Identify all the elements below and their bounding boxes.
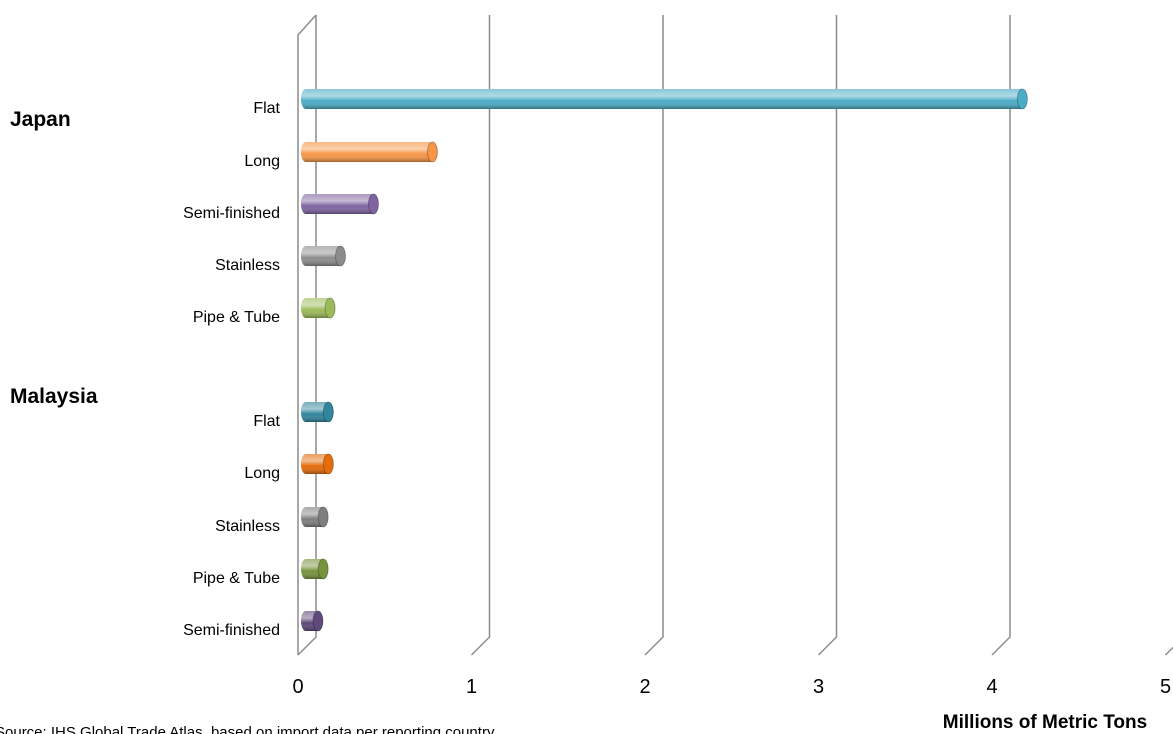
gridline [1164, 646, 1173, 656]
gridline [991, 15, 1011, 656]
gridline [817, 15, 838, 656]
category-label: Flat [253, 100, 280, 117]
axis-wall [297, 14, 317, 655]
bar-end-cap [426, 141, 438, 163]
bar-end-cap [322, 401, 334, 423]
x-tick-label: 5 [1160, 676, 1171, 698]
x-tick-label: 4 [986, 676, 997, 698]
category-label: Pipe & Tube [193, 570, 280, 587]
bar-end-cap [312, 610, 324, 632]
x-tick-label: 1 [466, 676, 477, 698]
gridline [644, 15, 664, 656]
group-label: Japan [10, 108, 71, 131]
category-label: Long [244, 465, 280, 482]
bar-end-cap [334, 245, 346, 267]
x-tick-label: 0 [292, 676, 303, 698]
bar-end-cap [1016, 88, 1028, 110]
x-tick-label: 3 [813, 676, 824, 698]
x-tick-label: 2 [639, 676, 650, 698]
labels: 0 1 2 3 4 5 Japan Flat Long Semi-finished Stainles… [10, 100, 1171, 698]
bar-end-cap [322, 453, 334, 475]
category-label: Pipe & Tube [193, 309, 280, 326]
source-note: Source: IHS Global Trade Atlas, based on… [0, 724, 495, 734]
bar-end-cap [317, 506, 329, 528]
category-label: Semi-finished [183, 205, 280, 222]
bar-shading [301, 142, 438, 162]
category-label: Semi-finished [183, 622, 280, 639]
gridline [470, 15, 491, 656]
bar-end-cap [367, 193, 379, 215]
bar-shading [301, 246, 346, 266]
bar-shading [301, 89, 1028, 109]
category-label: Stainless [215, 518, 280, 535]
gridlines [297, 14, 1173, 656]
category-label: Long [244, 153, 280, 170]
gridline [297, 15, 317, 656]
category-label: Flat [253, 413, 280, 430]
bars [301, 88, 1028, 632]
x-axis-label: Millions of Metric Tons [943, 712, 1147, 733]
bar-shading [301, 194, 379, 214]
bar-end-cap [324, 297, 336, 319]
group-label: Malaysia [10, 385, 98, 408]
bar-end-cap [317, 558, 329, 580]
category-label: Stainless [215, 257, 280, 274]
